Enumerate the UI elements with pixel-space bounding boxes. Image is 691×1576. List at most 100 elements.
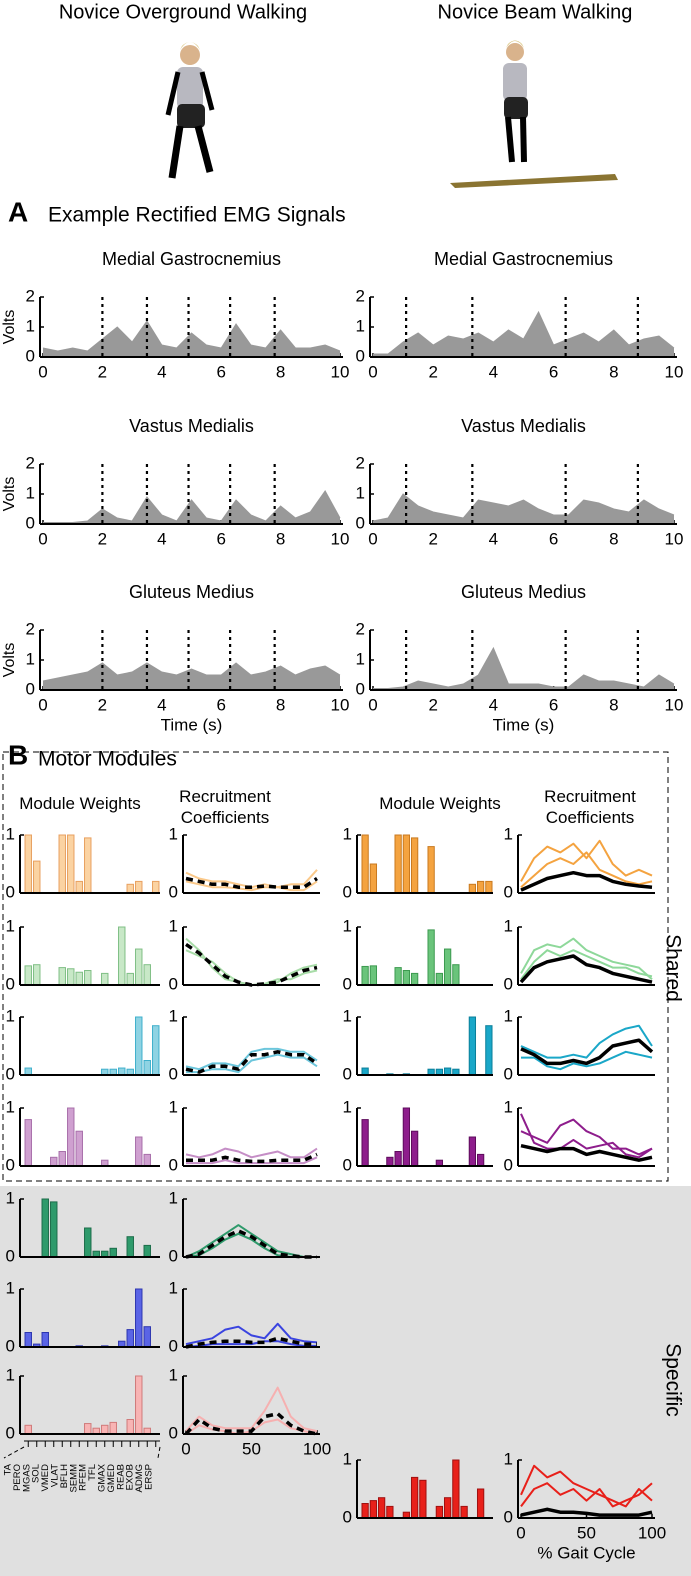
trial-line	[520, 839, 653, 882]
category-label: ADMG	[134, 1464, 145, 1493]
y-tick-label: 1	[26, 649, 35, 668]
bar	[58, 1151, 66, 1167]
bar	[361, 834, 369, 894]
bar	[410, 1130, 419, 1167]
bar	[443, 948, 452, 986]
column-header: Module Weights	[19, 794, 141, 813]
bar	[50, 1156, 58, 1167]
bar	[101, 1424, 109, 1435]
bar	[468, 883, 477, 894]
y-tick-label: 0	[504, 882, 513, 901]
trial-line	[185, 1147, 318, 1159]
y-tick-label: 1	[26, 316, 35, 335]
y-tick-label: 2	[26, 286, 35, 305]
trial-line	[186, 1053, 318, 1074]
bar	[50, 1201, 58, 1258]
y-tick-label: 1	[169, 1097, 178, 1116]
y-tick-label: 1	[6, 1188, 15, 1207]
walker-beam	[450, 40, 618, 188]
trial-line	[185, 1386, 318, 1433]
category-label: REAB	[115, 1464, 126, 1490]
y-tick-label: 0	[6, 1155, 15, 1174]
x-tick-label: 6	[549, 362, 558, 381]
x-tick-label: 0	[38, 362, 47, 381]
x-tick-label: 10	[331, 529, 350, 548]
bar	[452, 964, 460, 986]
x-tick-label: 2	[428, 529, 437, 548]
mean-line	[185, 1336, 317, 1349]
x-tick-label: 4	[489, 529, 498, 548]
x-tick-label: 10	[665, 362, 684, 381]
bar	[402, 834, 411, 894]
chart-title: Gluteus Medius	[129, 582, 254, 602]
bar	[361, 1119, 369, 1167]
y-tick-label: 0	[6, 974, 15, 993]
y-tick-label: 2	[356, 453, 365, 472]
x-tick-label: 6	[549, 695, 558, 714]
mean-line	[520, 1038, 654, 1066]
x-tick-label: 0	[368, 362, 377, 381]
bar	[410, 837, 419, 894]
bar	[75, 880, 83, 894]
column-header: Recruitment Coefficients	[179, 787, 271, 827]
x-tick-label: 4	[489, 695, 498, 714]
trial-line	[185, 1322, 318, 1346]
bar	[75, 971, 83, 986]
y-tick-label: 1	[356, 649, 365, 668]
emg-signal	[373, 646, 675, 689]
bar	[135, 1136, 143, 1167]
bar	[135, 948, 143, 986]
y-axis-label: Volts	[1, 477, 18, 512]
bar	[435, 972, 444, 986]
y-tick-label: 2	[356, 286, 365, 305]
y-tick-label: 0	[6, 882, 15, 901]
y-tick-label: 1	[6, 916, 15, 935]
y-tick-label: 0	[343, 974, 352, 993]
y-tick-label: 1	[343, 1097, 352, 1116]
y-tick-label: 1	[356, 316, 365, 335]
x-tick-label: 0	[516, 1523, 525, 1542]
bar	[369, 1500, 378, 1519]
y-tick-label: 0	[26, 513, 35, 532]
bar	[476, 1488, 485, 1519]
bar	[452, 1459, 460, 1519]
emg-signal	[373, 310, 675, 355]
x-tick-label: 50	[242, 1439, 261, 1458]
category-label: PERO	[12, 1464, 23, 1491]
category-label: TFL	[87, 1464, 98, 1481]
bar	[101, 972, 109, 986]
y-tick-label: 1	[169, 824, 178, 843]
y-tick-label: 1	[169, 1278, 178, 1297]
bar	[443, 1067, 452, 1076]
panel-title: Motor Modules	[38, 748, 177, 771]
category-label: RFEM	[78, 1464, 89, 1491]
y-tick-label: 1	[169, 916, 178, 935]
x-axis-label: % Gait Cycle	[537, 1543, 635, 1562]
mean-line	[520, 870, 653, 892]
category-label: VMED	[40, 1464, 51, 1492]
bar	[152, 1025, 160, 1076]
bar	[386, 1156, 394, 1167]
zoom-line	[3, 1446, 25, 1459]
bar	[369, 863, 378, 894]
trial-line	[520, 1118, 653, 1156]
x-tick-label: 4	[157, 695, 166, 714]
group-label: Shared	[661, 934, 684, 1002]
x-tick-label: 100	[303, 1439, 331, 1458]
bar	[377, 1497, 386, 1519]
y-tick-label: 1	[343, 916, 352, 935]
area-fill	[43, 321, 340, 357]
y-tick-label: 0	[504, 1155, 513, 1174]
y-tick-label: 1	[504, 1006, 513, 1025]
area-fill	[373, 494, 674, 524]
x-tick-label: 0	[38, 529, 47, 548]
mean-line	[185, 942, 318, 987]
bar	[386, 1505, 394, 1519]
y-tick-label: 0	[356, 513, 365, 532]
y-tick-label: 0	[169, 1423, 178, 1442]
bar	[361, 1067, 369, 1076]
bar	[135, 1375, 143, 1435]
trial-line	[520, 1464, 653, 1508]
trial-line	[185, 869, 318, 889]
